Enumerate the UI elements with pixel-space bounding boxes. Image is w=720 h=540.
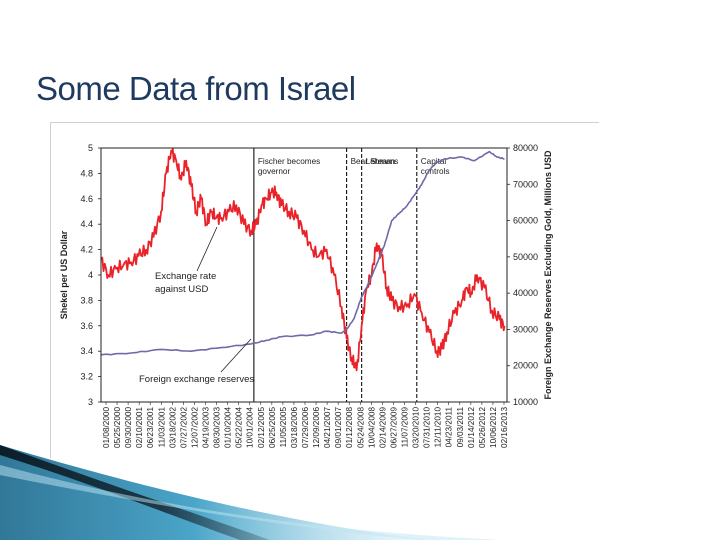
y-tick-label-left: 3.4 (80, 346, 93, 356)
x-tick-label: 06/27/2009 (389, 407, 398, 448)
annotation-arrow-rate (196, 226, 218, 272)
y-tick-label-left: 3 (88, 397, 93, 407)
x-tick-label: 01/10/2004 (224, 407, 233, 448)
x-tick-label: 02/14/2009 (378, 407, 387, 448)
x-tick-label: 11/05/2005 (279, 407, 288, 448)
y-tick-label-left: 4.4 (80, 219, 93, 229)
y-tick-label-left: 4.6 (80, 194, 93, 204)
x-tick-label: 11/03/2001 (157, 407, 166, 448)
event-label: Lehman (366, 157, 396, 166)
chart-frame: 3 3.2 3.4 3.6 3.8 4 4.2 4.4 4.6 4.8 5 10000 20000 30… (50, 122, 599, 458)
event-label: Capital (421, 157, 447, 166)
x-tick-label: 04/21/2007 (323, 407, 332, 448)
y-tick-label-right: 60000 (513, 216, 538, 226)
series-line-reserves (100, 150, 505, 356)
event-label: Bear Stearns (351, 157, 399, 166)
x-tick-label: 12/11/2010 (434, 407, 443, 448)
y-tick-label-right: 40000 (513, 288, 538, 298)
x-tick-label: 06/25/2005 (268, 407, 277, 448)
annotation-exchange-rate: Exchange rate (155, 271, 216, 282)
y-tick-label-left: 3.2 (80, 372, 93, 382)
chart-svg: 3 3.2 3.4 3.6 3.8 4 4.2 4.4 4.6 4.8 5 10000 20000 30… (59, 143, 553, 448)
y-tick-label-right: 50000 (513, 252, 538, 262)
series-layer (100, 148, 506, 372)
x-tick-label: 09/03/2011 (456, 407, 465, 448)
y-tick-label-left: 3.8 (80, 295, 93, 305)
x-tick-label: 02/16/2013 (500, 407, 509, 448)
y-tick-label-left: 4.2 (80, 245, 93, 255)
x-tick-label: 07/27/2002 (179, 407, 188, 448)
y-axis-label-right: Foreign Exchange Reserves Excluding Gold… (543, 150, 553, 400)
x-tick-label: 05/22/2004 (235, 407, 244, 448)
x-tick-label: 03/18/2006 (290, 407, 299, 448)
slide-title: Some Data from Israel (36, 70, 356, 107)
y-tick-label-right: 70000 (513, 179, 538, 189)
x-tick-label: 01/12/2008 (345, 407, 354, 448)
y-tick-label-right: 20000 (513, 361, 538, 371)
series-line-exchange-rate (100, 148, 506, 372)
right-axis: 10000 20000 30000 40000 50000 60000 70000 80000 (507, 143, 538, 407)
annotation-reserves: Foreign exchange reserves (139, 374, 254, 385)
event-label: governor (258, 167, 291, 176)
x-tick-label: 05/26/2012 (478, 407, 487, 448)
x-tick-label: 12/07/2002 (190, 407, 199, 448)
y-axis-label-left: Shekel per US Dollar (59, 230, 69, 319)
x-axis: 01/08/2000 05/25/2000 09/30/2000 02/10/2001… (102, 402, 509, 448)
x-tick-label: 03/18/2002 (168, 407, 177, 448)
x-tick-label: 03/20/2010 (412, 407, 421, 448)
x-tick-label: 10/06/2012 (489, 407, 498, 448)
x-tick-label: 01/14/2012 (467, 407, 476, 448)
event-label: controls (421, 167, 450, 176)
decorative-swoosh (0, 445, 500, 540)
x-tick-label: 05/25/2000 (113, 407, 122, 448)
y-tick-label-right: 80000 (513, 143, 538, 153)
x-tick-label: 09/30/2000 (124, 407, 133, 448)
x-tick-label: 01/08/2000 (102, 407, 111, 448)
x-tick-label: 11/07/2009 (401, 407, 410, 448)
event-label: Fischer becomes (258, 157, 320, 166)
y-tick-label-left: 3.6 (80, 321, 93, 331)
plot-border (100, 147, 508, 403)
x-tick-label: 10/01/2004 (246, 407, 255, 448)
x-tick-label: 09/01/2007 (334, 407, 343, 448)
y-tick-label-right: 10000 (513, 397, 538, 407)
x-tick-label: 08/30/2003 (213, 407, 222, 448)
x-tick-label: 02/12/2005 (257, 407, 266, 448)
annotation-arrow-reserves (220, 338, 252, 373)
x-tick-label: 06/23/2001 (146, 407, 155, 448)
x-tick-label: 12/09/2006 (312, 407, 321, 448)
x-tick-label: 04/23/2011 (445, 407, 454, 448)
annotation-exchange-rate-line2: against USD (155, 284, 208, 295)
x-tick-label: 04/19/2003 (202, 407, 211, 448)
x-tick-label: 07/29/2006 (301, 407, 310, 448)
y-tick-label-left: 5 (88, 143, 93, 153)
left-axis: 3 3.2 3.4 3.6 3.8 4 4.2 4.4 4.6 4.8 5 (80, 143, 101, 407)
x-tick-label: 02/10/2001 (135, 407, 144, 448)
x-tick-label: 10/04/2008 (367, 407, 376, 448)
x-tick-label: 05/24/2008 (356, 407, 365, 448)
y-tick-label-left: 4.8 (80, 168, 93, 178)
y-tick-label-right: 30000 (513, 324, 538, 334)
y-tick-label-left: 4 (88, 270, 93, 280)
x-tick-label: 07/31/2010 (423, 407, 432, 448)
